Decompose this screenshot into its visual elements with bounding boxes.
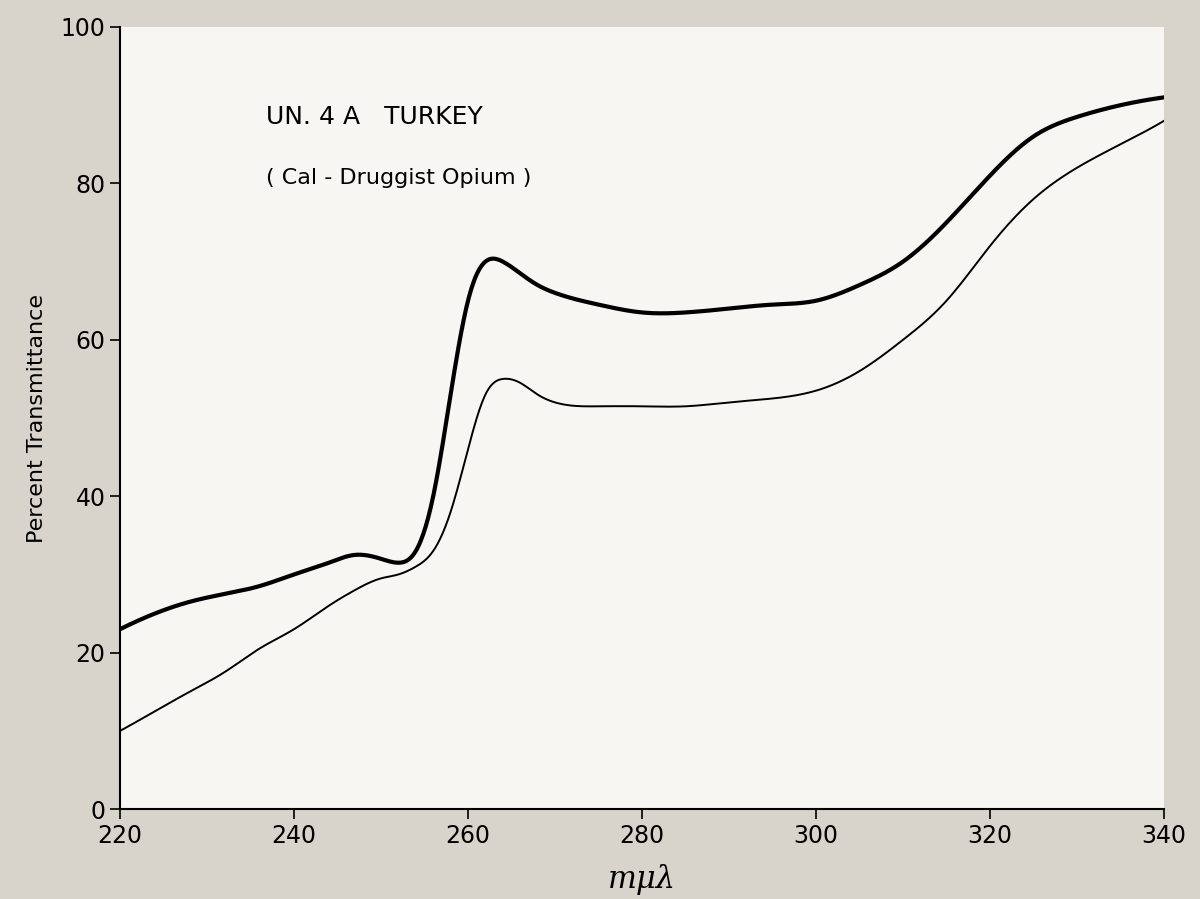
Text: UN. 4 A   TURKEY: UN. 4 A TURKEY [266,105,482,129]
X-axis label: mμλ: mμλ [608,864,676,895]
Text: ( Cal - Druggist Opium ): ( Cal - Druggist Opium ) [266,168,532,188]
Y-axis label: Percent Transmittance: Percent Transmittance [26,294,47,542]
